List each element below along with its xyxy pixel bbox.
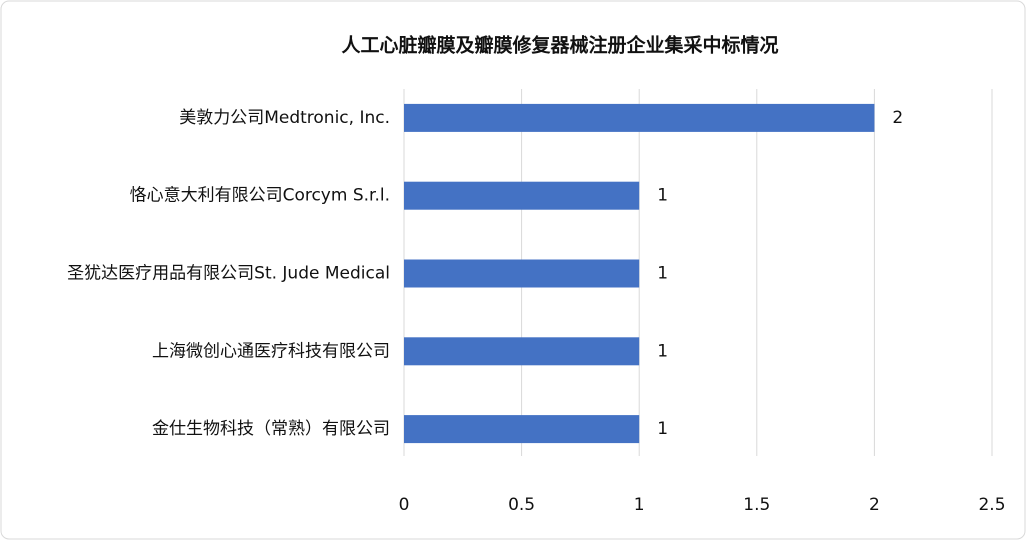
chart-title: 人工心脏瓣膜及瓣膜修复器械注册企业集采中标情况 (341, 34, 778, 57)
x-tick-label: 0 (399, 495, 410, 515)
bar (404, 337, 640, 366)
x-tick-label: 2.5 (978, 495, 1005, 515)
y-tick-label: 上海微创心通医疗科技有限公司 (152, 341, 390, 361)
data-label: 1 (657, 264, 668, 284)
data-label: 2 (892, 108, 903, 128)
data-label: 1 (657, 186, 668, 206)
data-label: 1 (657, 341, 668, 361)
bar (404, 415, 640, 444)
y-tick-label: 金仕生物科技（常熟）有限公司 (152, 418, 390, 439)
bar (404, 181, 640, 210)
x-tick-label: 1.5 (743, 495, 770, 515)
data-label: 1 (657, 419, 668, 439)
x-tick-label: 1 (634, 495, 645, 515)
x-tick-label: 0.5 (508, 495, 535, 515)
bar (404, 259, 640, 288)
y-tick-label: 美敦力公司Medtronic, Inc. (179, 108, 390, 128)
y-tick-label: 圣犹达医疗用品有限公司St. Jude Medical (67, 264, 390, 284)
x-tick-label: 2 (869, 495, 880, 515)
bar (404, 103, 875, 132)
y-tick-label: 恪心意大利有限公司Corcym S.r.l. (130, 186, 390, 206)
